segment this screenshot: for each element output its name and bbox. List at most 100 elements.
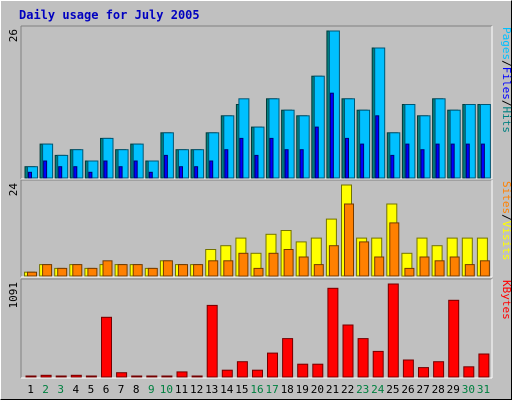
legend-entry-visits: Visits <box>500 221 512 261</box>
bar-kbytes-day-20 <box>312 363 324 378</box>
x-tick-label-day-14: 14 <box>220 383 234 396</box>
bar-files-day-5 <box>88 171 93 179</box>
bar-files-day-7 <box>118 166 123 179</box>
bar-kbytes-day-31 <box>478 353 490 378</box>
bar-kbytes-day-2 <box>40 374 52 378</box>
legend-entry-kbytes: KBytes <box>500 280 512 320</box>
bar-pages-day-8 <box>132 143 144 179</box>
bar-files-day-18 <box>284 149 289 179</box>
x-tick-label-day-13: 13 <box>205 383 218 396</box>
legend-entry-pages: Pages <box>500 27 512 60</box>
ymax-label: 24 <box>7 183 20 197</box>
legend-entry-hits: Hits <box>500 107 512 134</box>
x-tick-label-day-31: 31 <box>477 383 490 396</box>
bar-pages-day-10 <box>162 132 174 179</box>
bar-kbytes-day-27 <box>418 367 429 378</box>
bar-sites-day-27 <box>419 256 430 277</box>
bar-pages-day-15 <box>238 98 250 179</box>
bar-sites-day-4 <box>72 264 83 277</box>
bar-files-day-4 <box>73 166 78 179</box>
bar-sites-day-12 <box>193 264 204 277</box>
bar-sites-day-2 <box>42 264 53 277</box>
bar-pages-day-18 <box>283 109 295 179</box>
x-tick-label-day-16: 16 <box>250 383 263 396</box>
bar-files-day-22 <box>345 137 349 179</box>
bar-pages-day-22 <box>344 98 355 179</box>
bar-kbytes-day-4 <box>70 374 82 378</box>
bar-sites-day-9 <box>147 267 158 277</box>
bar-files-day-20 <box>314 126 319 179</box>
bar-files-day-14 <box>224 149 229 179</box>
bar-sites-day-17 <box>268 252 279 277</box>
bar-kbytes-day-21 <box>327 287 339 378</box>
bar-pages-day-30 <box>464 104 476 179</box>
bar-pages-day-4 <box>72 149 84 179</box>
x-tick-label-day-4: 4 <box>72 383 79 396</box>
bar-files-day-10 <box>163 154 168 179</box>
x-tick-label-day-28: 28 <box>432 383 445 396</box>
bar-files-day-15 <box>239 137 244 179</box>
bar-files-day-28 <box>435 143 440 179</box>
bar-kbytes-day-8 <box>131 375 143 378</box>
bar-files-day-3 <box>58 166 63 179</box>
bar-kbytes-day-26 <box>402 359 414 378</box>
bar-files-day-13 <box>209 160 214 179</box>
x-tick-label-day-27: 27 <box>416 383 429 396</box>
x-tick-label-day-17: 17 <box>265 383 278 396</box>
bar-pages-day-24 <box>374 47 386 179</box>
bar-sites-day-15 <box>238 252 249 277</box>
bar-pages-day-3 <box>57 154 69 179</box>
legend-entry-slash: / <box>500 214 512 221</box>
x-tick-label-day-21: 21 <box>326 383 339 396</box>
bar-pages-day-5 <box>87 160 99 179</box>
bar-sites-day-31 <box>479 260 490 277</box>
bar-pages-day-17 <box>268 98 280 179</box>
bar-sites-day-28 <box>434 260 445 277</box>
bar-pages-day-25 <box>389 132 401 179</box>
bar-files-day-29 <box>450 143 455 179</box>
bar-sites-day-24 <box>374 256 385 277</box>
bar-pages-day-23 <box>359 109 371 179</box>
x-tick-label-day-24: 24 <box>371 383 385 396</box>
x-tick-label-day-9: 9 <box>148 383 155 396</box>
bar-sites-day-8 <box>132 264 143 277</box>
bar-kbytes-day-14 <box>221 369 233 378</box>
bar-pages-day-27 <box>419 115 431 179</box>
bar-pages-day-19 <box>298 115 310 179</box>
bar-sites-day-11 <box>178 264 188 277</box>
bar-sites-day-21 <box>328 245 339 277</box>
x-tick-label-day-7: 7 <box>118 383 125 396</box>
bar-sites-day-6 <box>102 260 113 277</box>
bar-pages-day-1 <box>27 166 38 179</box>
x-tick-label-day-12: 12 <box>190 383 203 396</box>
bar-files-day-12 <box>194 166 199 179</box>
bar-kbytes-day-24 <box>372 350 384 378</box>
bar-kbytes-day-10 <box>161 375 173 378</box>
ymax-label: 26 <box>7 29 20 42</box>
bar-sites-day-3 <box>57 267 68 277</box>
bar-pages-day-13 <box>208 132 220 179</box>
bar-kbytes-day-3 <box>55 375 67 378</box>
bar-pages-day-20 <box>313 75 325 179</box>
bar-files-day-11 <box>179 166 183 179</box>
bar-kbytes-day-29 <box>448 299 460 378</box>
bar-kbytes-day-22 <box>342 324 354 378</box>
bar-files-day-31 <box>480 143 485 179</box>
bar-sites-day-25 <box>389 222 400 277</box>
bar-pages-day-16 <box>253 126 265 179</box>
bar-sites-day-29 <box>449 256 460 277</box>
x-tick-label-day-1: 1 <box>27 383 34 396</box>
bar-kbytes-day-23 <box>357 338 369 378</box>
bar-pages-day-11 <box>178 149 189 179</box>
bar-sites-day-10 <box>162 260 173 277</box>
bar-files-day-6 <box>103 160 108 179</box>
bar-kbytes-day-9 <box>146 375 158 378</box>
bar-sites-day-22 <box>344 203 354 277</box>
bar-kbytes-day-17 <box>267 352 278 378</box>
bar-kbytes-day-1 <box>25 375 37 378</box>
bar-files-day-21 <box>329 92 334 179</box>
bar-kbytes-day-5 <box>85 375 97 378</box>
legend-bottom: KBytes <box>500 280 512 320</box>
bar-files-day-26 <box>405 143 410 179</box>
